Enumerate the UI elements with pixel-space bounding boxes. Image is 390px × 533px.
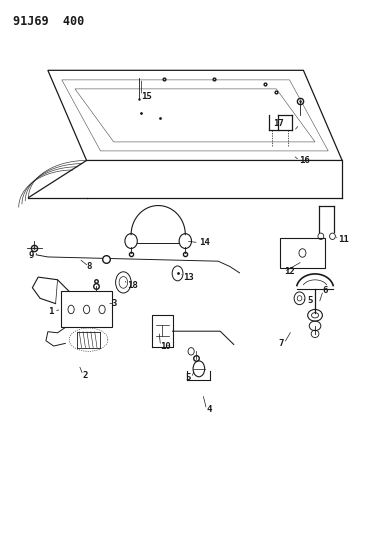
Text: 15: 15 xyxy=(141,92,152,101)
Bar xyxy=(280,238,325,268)
Text: 6: 6 xyxy=(323,286,328,295)
Text: 9: 9 xyxy=(29,252,34,261)
Text: 4: 4 xyxy=(207,405,212,414)
Text: 12: 12 xyxy=(284,268,295,276)
Text: 2: 2 xyxy=(83,370,88,379)
Text: 3: 3 xyxy=(112,299,117,308)
Text: 18: 18 xyxy=(127,280,138,289)
Text: 13: 13 xyxy=(183,272,194,281)
Text: 91J69  400: 91J69 400 xyxy=(13,14,84,28)
Text: 8: 8 xyxy=(87,262,92,271)
Text: 11: 11 xyxy=(338,236,349,245)
Text: 16: 16 xyxy=(300,156,310,165)
Text: 5: 5 xyxy=(307,296,313,305)
Text: 14: 14 xyxy=(199,238,209,247)
Text: 1: 1 xyxy=(48,307,54,316)
Text: 5: 5 xyxy=(186,373,191,382)
Text: 7: 7 xyxy=(279,339,284,348)
Text: 10: 10 xyxy=(160,342,171,351)
Text: 17: 17 xyxy=(273,119,284,128)
